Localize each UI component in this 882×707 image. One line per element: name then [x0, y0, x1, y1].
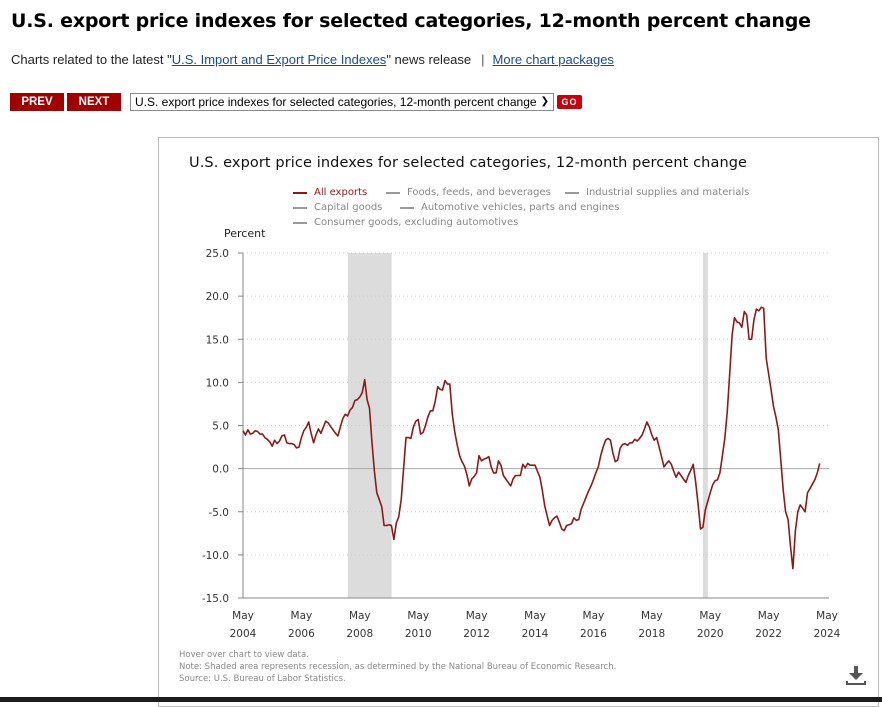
x-tick-label-month: May [524, 610, 546, 622]
recession-note: Note: Shaded area represents recession, … [179, 662, 617, 672]
legend-swatch [386, 191, 400, 194]
legend-item-capital-goods[interactable]: Capital goods [293, 202, 382, 213]
chart-container[interactable] [158, 137, 879, 707]
more-chart-packages-link[interactable]: More chart packages [492, 52, 614, 67]
legend-label: Foods, feeds, and beverages [407, 187, 551, 198]
legend-swatch [400, 206, 414, 209]
legend-swatch [293, 191, 307, 194]
legend-label: Consumer goods, excluding automotives [314, 217, 519, 228]
legend-label: Capital goods [314, 202, 383, 213]
x-tick-label-year: 2008 [346, 628, 373, 640]
legend-label: All exports [314, 187, 368, 198]
chart-select[interactable]: U.S. export price indexes for selected c… [130, 93, 554, 111]
legend-label: Industrial supplies and materials [586, 187, 750, 198]
x-tick-label-month: May [641, 610, 663, 622]
page-title: U.S. export price indexes for selected c… [11, 10, 811, 32]
x-tick-label-month: May [232, 610, 254, 622]
legend-item-automotive[interactable]: Automotive vehicles, parts and engines [400, 202, 619, 213]
x-tick-label-month: May [349, 610, 371, 622]
y-tick-label: 25.0 [206, 248, 229, 260]
chart-title: U.S. export price indexes for selected c… [189, 155, 748, 171]
release-subline: Charts related to the latest "U.S. Impor… [11, 52, 614, 67]
legend-item-all-exports[interactable]: All exports [293, 187, 367, 198]
x-tick-label-year: 2006 [288, 628, 315, 640]
next-button[interactable]: NEXT [67, 93, 121, 111]
y-tick-label: 10.0 [206, 377, 229, 389]
legend-swatch [293, 221, 307, 224]
chevron-down-icon: ❯ [540, 96, 549, 107]
subline-suffix: " news release [386, 52, 472, 67]
y-tick-label: 15.0 [206, 334, 229, 346]
x-tick-label-year: 2014 [522, 628, 549, 640]
x-tick-label-month: May [466, 610, 488, 622]
x-tick-label-month: May [407, 610, 429, 622]
legend-swatch [293, 206, 307, 209]
chart-select-value: U.S. export price indexes for selected c… [135, 95, 537, 109]
legend-swatch [565, 191, 579, 194]
separator: | [481, 52, 485, 67]
x-tick-label-year: 2012 [463, 628, 490, 640]
legend-item-foods[interactable]: Foods, feeds, and beverages [386, 187, 551, 198]
y-tick-label: -15.0 [202, 593, 229, 605]
y-tick-label: -5.0 [209, 507, 230, 519]
x-tick-label-month: May [758, 610, 780, 622]
go-button[interactable]: GO [557, 95, 582, 109]
recession-shade [347, 253, 392, 598]
y-axis-label: Percent [224, 227, 266, 240]
x-tick-label-month: May [699, 610, 721, 622]
download-icon[interactable] [845, 664, 867, 686]
legend-item-consumer-goods[interactable]: Consumer goods, excluding automotives [293, 217, 518, 228]
taskbar [0, 697, 882, 702]
chart-navigation: PREV NEXT U.S. export price indexes for … [10, 93, 585, 111]
hover-hint: Hover over chart to view data. [179, 650, 309, 660]
y-tick-label: 0.0 [212, 464, 229, 476]
x-tick-label-year: 2010 [405, 628, 432, 640]
x-tick-label-year: 2020 [697, 628, 724, 640]
y-tick-label: 20.0 [206, 291, 229, 303]
x-tick-label-month: May [816, 610, 838, 622]
series-line-all-exports [242, 306, 821, 570]
news-release-link[interactable]: U.S. Import and Export Price Indexes [171, 52, 387, 67]
x-tick-label-year: 2004 [230, 628, 257, 640]
x-tick-label-month: May [291, 610, 313, 622]
x-tick-label-year: 2024 [814, 628, 841, 640]
y-tick-label: 5.0 [212, 421, 229, 433]
x-tick-label-year: 2022 [755, 628, 782, 640]
subline-prefix: Charts related to the latest " [11, 52, 172, 67]
recession-shade [702, 253, 708, 598]
x-tick-label-month: May [583, 610, 605, 622]
source-note: Source: U.S. Bureau of Labor Statistics. [179, 674, 346, 684]
x-tick-label-year: 2016 [580, 628, 607, 640]
legend-label: Automotive vehicles, parts and engines [421, 202, 620, 213]
legend-item-industrial[interactable]: Industrial supplies and materials [565, 187, 749, 198]
x-tick-label-year: 2018 [638, 628, 665, 640]
prev-button[interactable]: PREV [10, 93, 64, 111]
y-tick-label: -10.0 [202, 550, 229, 562]
